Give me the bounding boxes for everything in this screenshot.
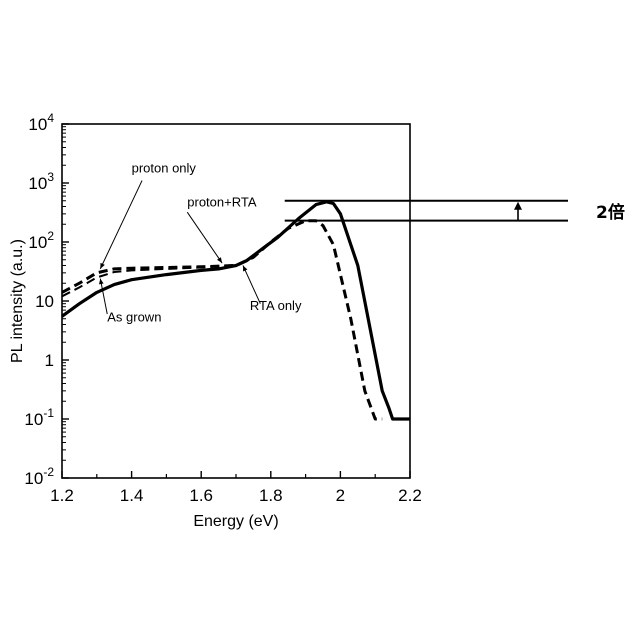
annotation-label: As grown	[107, 309, 161, 324]
ratio-arrowhead	[514, 202, 522, 210]
annotation-label: RTA only	[250, 298, 302, 313]
x-axis-title: Energy (eV)	[193, 513, 278, 530]
annotation-arrow	[100, 181, 142, 269]
x-tick-label: 1.8	[259, 486, 283, 505]
y-tick-label: 1	[45, 351, 54, 370]
annotation-arrowhead	[99, 279, 104, 285]
y-axis-title: PL intensity (a.u.)	[9, 239, 26, 363]
x-tick-label: 1.6	[189, 486, 213, 505]
annotation-arrowhead	[217, 257, 222, 263]
y-tick-label: 10-2	[24, 465, 54, 488]
annotation-label: proton+RTA	[187, 194, 257, 209]
axes: 1.2 1.4 1.6 1.8 2 2.2 10-2 10-1 1 10 102 103 104	[24, 111, 421, 505]
y-tick-label: 104	[28, 111, 54, 134]
y-tick-label: 10	[35, 292, 54, 311]
annotation-arrow	[187, 212, 222, 263]
y-tick-label: 102	[28, 229, 54, 252]
y-tick-label: 103	[28, 170, 54, 193]
x-tick-label: 1.4	[120, 486, 144, 505]
ratio-label: 2倍	[596, 202, 625, 223]
y-tick-label: 10-1	[24, 406, 54, 429]
x-tick-label: 1.2	[50, 486, 74, 505]
annotation-label: proton only	[132, 161, 197, 176]
plot-frame	[62, 124, 410, 478]
reference-lines-layer	[285, 201, 568, 221]
x-tick-label: 2.2	[398, 486, 422, 505]
x-tick-label: 2	[336, 486, 345, 505]
